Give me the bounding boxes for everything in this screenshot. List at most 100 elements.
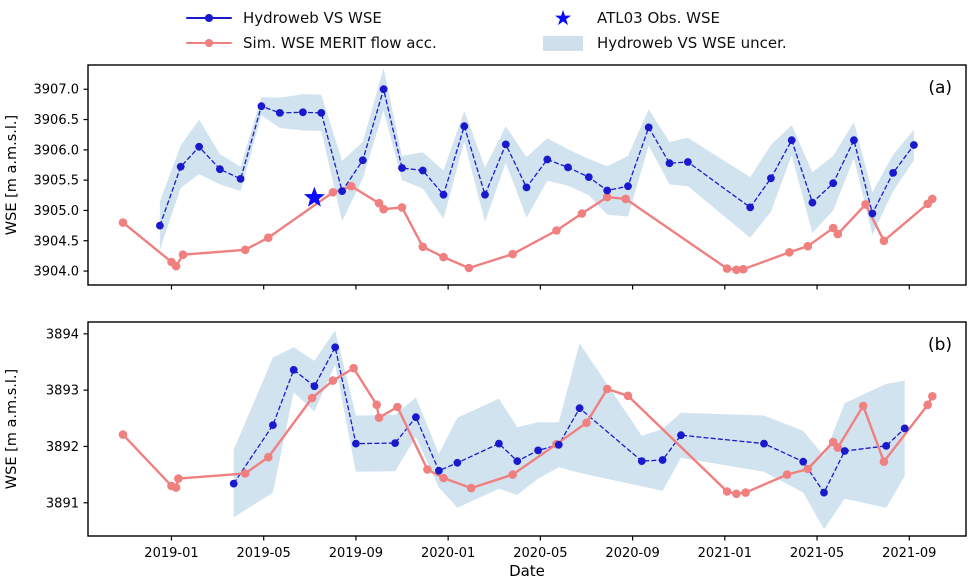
sim-wse-point xyxy=(782,470,792,479)
hydroweb-wse-point xyxy=(799,457,808,466)
sim-wse-point xyxy=(732,489,741,499)
sim-wse-point xyxy=(374,198,384,208)
hydroweb-wse-point xyxy=(543,155,552,164)
panel-annotation: (b) xyxy=(928,335,952,355)
hydroweb-wse-point xyxy=(236,175,245,183)
sim-wse-point xyxy=(739,264,748,274)
y-axis-label: WSE [m a.m.s.l.] xyxy=(4,369,20,489)
hydroweb-wse-point xyxy=(513,457,522,465)
sim-wse-point xyxy=(397,203,407,212)
sim-wse-point xyxy=(118,218,128,227)
hydroweb-wse-point xyxy=(331,343,340,352)
sim-wse-point xyxy=(439,252,448,262)
y-tick-label: 3906.5 xyxy=(34,113,80,128)
hydroweb-wse-point xyxy=(889,169,897,177)
sim-wse-point xyxy=(928,194,937,204)
line-dot-swatch-pink xyxy=(186,36,232,50)
sim-wse-point xyxy=(582,418,591,428)
sim-wse-point xyxy=(879,457,889,467)
hydroweb-wse-point xyxy=(412,413,420,422)
hydroweb-wse-point xyxy=(644,123,653,132)
sim-wse-point xyxy=(508,470,517,479)
uncertainty-band-swatch xyxy=(540,35,586,51)
sim-wse-point xyxy=(464,263,474,273)
hydroweb-wse-point xyxy=(808,198,817,207)
sim-wse-point xyxy=(466,483,476,493)
hydroweb-wse-point xyxy=(564,163,572,172)
hydroweb-wse-point xyxy=(746,203,755,212)
legend-label: ATL03 Obs. WSE xyxy=(597,9,720,27)
hydroweb-wse-point xyxy=(900,424,909,433)
x-tick-label: 2019-09 xyxy=(329,546,383,561)
hydroweb-wse-point xyxy=(787,136,796,145)
hydroweb-wse-point xyxy=(665,159,674,168)
sim-wse-point xyxy=(418,242,428,252)
sim-wse-point xyxy=(928,392,937,401)
legend-item-atl03-obs-wse: ★ ATL03 Obs. WSE xyxy=(540,7,720,29)
sim-wse-point xyxy=(349,363,358,373)
hydroweb-wse-point xyxy=(358,156,367,165)
atl03-obs-star-marker xyxy=(304,186,325,207)
hydroweb-wse-point xyxy=(501,140,510,149)
hydroweb-wse-point xyxy=(229,479,238,488)
hydroweb-wse-point xyxy=(637,457,646,465)
sim-wse-point xyxy=(372,400,382,410)
legend-label: Hydroweb VS WSE xyxy=(243,9,382,27)
sim-wse-point xyxy=(240,245,250,255)
sim-wse-point xyxy=(879,236,889,246)
hydroweb-wse-point xyxy=(882,442,891,450)
sim-wse-point xyxy=(174,474,183,483)
sim-wse-point xyxy=(307,393,317,403)
sim-wse-point xyxy=(264,452,273,462)
line-dot-swatch-blue xyxy=(186,11,232,25)
sim-wse-point xyxy=(171,261,181,271)
hydroweb-wse-point xyxy=(575,404,584,413)
hydroweb-wse-point xyxy=(269,421,277,429)
hydroweb-wse-point xyxy=(603,186,612,195)
hydroweb-wse-point xyxy=(760,439,768,448)
x-tick-label: 2020-05 xyxy=(513,546,567,561)
hydroweb-wse-point xyxy=(289,366,298,374)
hydroweb-wse-point xyxy=(829,179,838,188)
hydroweb-wse-point xyxy=(338,187,346,196)
sim-wse-point xyxy=(741,488,750,497)
y-tick-label: 3907.0 xyxy=(34,83,80,98)
hydroweb-wse-point xyxy=(658,456,667,464)
hydroweb-wse-point xyxy=(156,221,164,230)
y-axis-label: WSE [m a.m.s.l.] xyxy=(4,115,20,235)
legend-item-sim-wse-merit: Sim. WSE MERIT flow acc. xyxy=(186,32,437,54)
hydroweb-wse-point xyxy=(257,102,266,111)
hydroweb-wse-point xyxy=(418,166,427,175)
hydroweb-wse-point xyxy=(677,431,685,440)
panel-b: 3891 3892 3893 3894 2019-01 2019-05 2019-09 202… xyxy=(4,321,967,561)
hydroweb-wse-point xyxy=(391,439,399,447)
sim-wse-point xyxy=(803,241,813,251)
axes-frame xyxy=(87,321,967,537)
hydroweb-wse-point xyxy=(317,109,326,117)
hydroweb-wse-point xyxy=(195,142,204,151)
legend-label: Hydroweb VS WSE uncer. xyxy=(597,34,787,52)
legend-item-hydroweb-uncer: Hydroweb VS WSE uncer. xyxy=(540,32,787,54)
legend-item-hydroweb-vs-wse: Hydroweb VS WSE xyxy=(186,7,382,29)
hydroweb-wse-point xyxy=(435,466,443,475)
sim-wse-point xyxy=(577,209,587,218)
y-tick-label: 3894 xyxy=(46,327,79,342)
hydroweb-wse-point xyxy=(840,447,849,455)
sim-wse-point xyxy=(602,192,612,202)
panel-annotation: (a) xyxy=(928,78,952,98)
hydroweb-wse-point xyxy=(820,488,828,497)
hydroweb-wse-point xyxy=(684,158,692,166)
hydroweb-wse-point xyxy=(584,173,593,182)
y-tick-label: 3892 xyxy=(46,440,79,455)
sim-wse-point xyxy=(171,483,181,492)
hydroweb-wse-point xyxy=(275,109,284,117)
sim-wse-point xyxy=(374,413,384,423)
hydroweb-wse-point xyxy=(299,108,307,117)
sim-wse-point xyxy=(178,250,188,259)
sim-wse-point xyxy=(423,465,432,474)
sim-wse-point xyxy=(347,181,356,191)
sim-wse-point xyxy=(861,200,870,209)
sim-wse-point xyxy=(623,391,633,401)
